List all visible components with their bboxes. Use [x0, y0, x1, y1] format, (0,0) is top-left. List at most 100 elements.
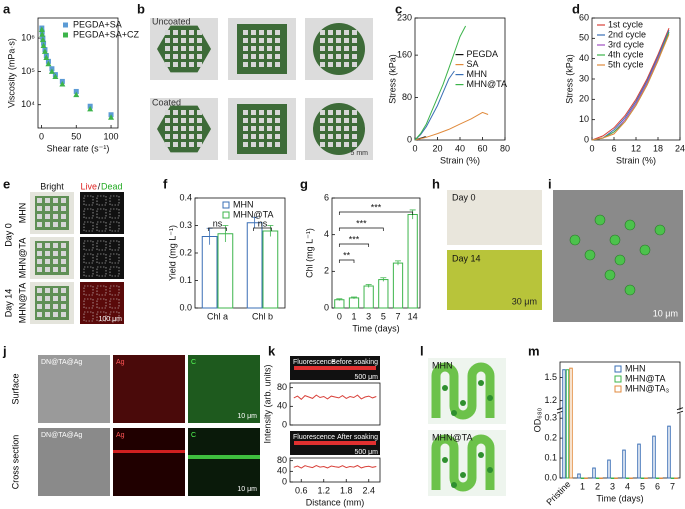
pore	[344, 118, 349, 123]
pore	[259, 62, 264, 67]
legend-key	[63, 32, 68, 38]
pore	[320, 38, 325, 43]
pore	[53, 312, 58, 317]
panel-letter: k	[268, 343, 276, 358]
image-label: Cross section	[10, 435, 20, 490]
pore	[267, 134, 272, 139]
error-bar	[365, 284, 372, 288]
legend-label: MHN	[233, 199, 254, 209]
image-label: 10 μm	[237, 486, 257, 493]
pore	[165, 46, 170, 51]
bar	[584, 477, 588, 479]
line-series	[293, 394, 377, 400]
y-axis-label: Stress (kPa)	[387, 54, 397, 104]
hydrogel-fiber	[431, 362, 495, 420]
bar	[652, 435, 656, 479]
x-tick-label: 0.6	[295, 485, 308, 495]
bar	[562, 369, 566, 479]
photo	[113, 428, 185, 496]
y-tick-label: 6	[324, 192, 329, 202]
point	[73, 91, 80, 98]
x-tick-label: 24	[675, 143, 685, 153]
x-tick-label: 60	[477, 143, 487, 153]
image-label: Ag	[116, 359, 125, 366]
pore	[336, 62, 341, 67]
pore	[259, 126, 264, 131]
pore	[37, 259, 42, 264]
pore-outline	[109, 298, 120, 309]
y-tick-label: 80	[402, 92, 412, 102]
bar	[667, 425, 671, 479]
pore	[197, 62, 202, 67]
legend-label: SA	[467, 59, 479, 69]
pore	[320, 134, 325, 139]
photo	[80, 192, 124, 234]
pore	[53, 288, 58, 293]
x-tick-label: 2	[595, 481, 600, 491]
x-tick-label: 3	[610, 481, 615, 491]
fluorescence-band	[294, 366, 376, 370]
pore	[37, 251, 42, 256]
bar	[565, 369, 570, 479]
bar	[629, 477, 633, 479]
pore	[336, 54, 341, 59]
bar	[655, 477, 660, 479]
pore	[45, 222, 50, 227]
pore-outline	[109, 311, 120, 322]
legend-label: MHN@TA₃	[625, 383, 669, 393]
line-series	[591, 34, 670, 141]
image-label: Surface	[10, 373, 20, 404]
error-bar	[251, 216, 258, 229]
axis-break	[557, 410, 683, 414]
bar	[580, 477, 585, 479]
y-tick-label: 0.4	[179, 192, 192, 202]
pore	[61, 251, 66, 256]
pore	[275, 142, 280, 147]
y-axis-label: Viscosity (mPa·s)	[6, 38, 16, 108]
pore	[61, 198, 66, 203]
photo	[113, 355, 185, 423]
y-axis-label: Stress (kPa)	[564, 54, 574, 104]
legend-label: 4th cycle	[608, 49, 644, 59]
point	[87, 105, 94, 112]
pore	[173, 126, 178, 131]
y-tick-label: 0.2	[179, 247, 192, 257]
pore	[320, 54, 325, 59]
pore-outline	[96, 253, 107, 264]
image-label: C	[191, 359, 196, 366]
x-tick-label: Chl b	[252, 311, 273, 321]
y-tick-label: 40	[277, 401, 287, 411]
pore	[352, 38, 357, 43]
bar	[407, 214, 418, 309]
pore	[328, 126, 333, 131]
pore	[328, 62, 333, 67]
y-tick-label: 80	[277, 382, 287, 392]
pore	[259, 118, 264, 123]
pore	[352, 46, 357, 51]
image-label: Day 14	[452, 253, 481, 263]
pore	[173, 46, 178, 51]
bar	[674, 477, 678, 479]
cell	[614, 254, 626, 266]
pore	[259, 38, 264, 43]
pore	[352, 134, 357, 139]
pore	[243, 142, 248, 147]
bar	[614, 477, 618, 479]
image-label: After soaking	[337, 434, 378, 441]
legend-label: MHN@TA	[233, 209, 273, 219]
cell	[442, 457, 448, 463]
significance-label: ns	[213, 218, 223, 228]
legend-label: PEGDA+SA+CZ	[73, 29, 140, 39]
point	[41, 48, 48, 54]
x-tick-label: 1.2	[317, 485, 330, 495]
pore	[320, 110, 325, 115]
image-label: 500 μm	[355, 449, 379, 456]
cell	[487, 467, 493, 473]
pore	[173, 118, 178, 123]
pore	[197, 110, 202, 115]
pore	[61, 222, 66, 227]
point	[59, 80, 66, 87]
x-tick-label: 40	[455, 143, 465, 153]
significance-bracket	[253, 227, 272, 231]
significance-bracket	[338, 211, 414, 215]
